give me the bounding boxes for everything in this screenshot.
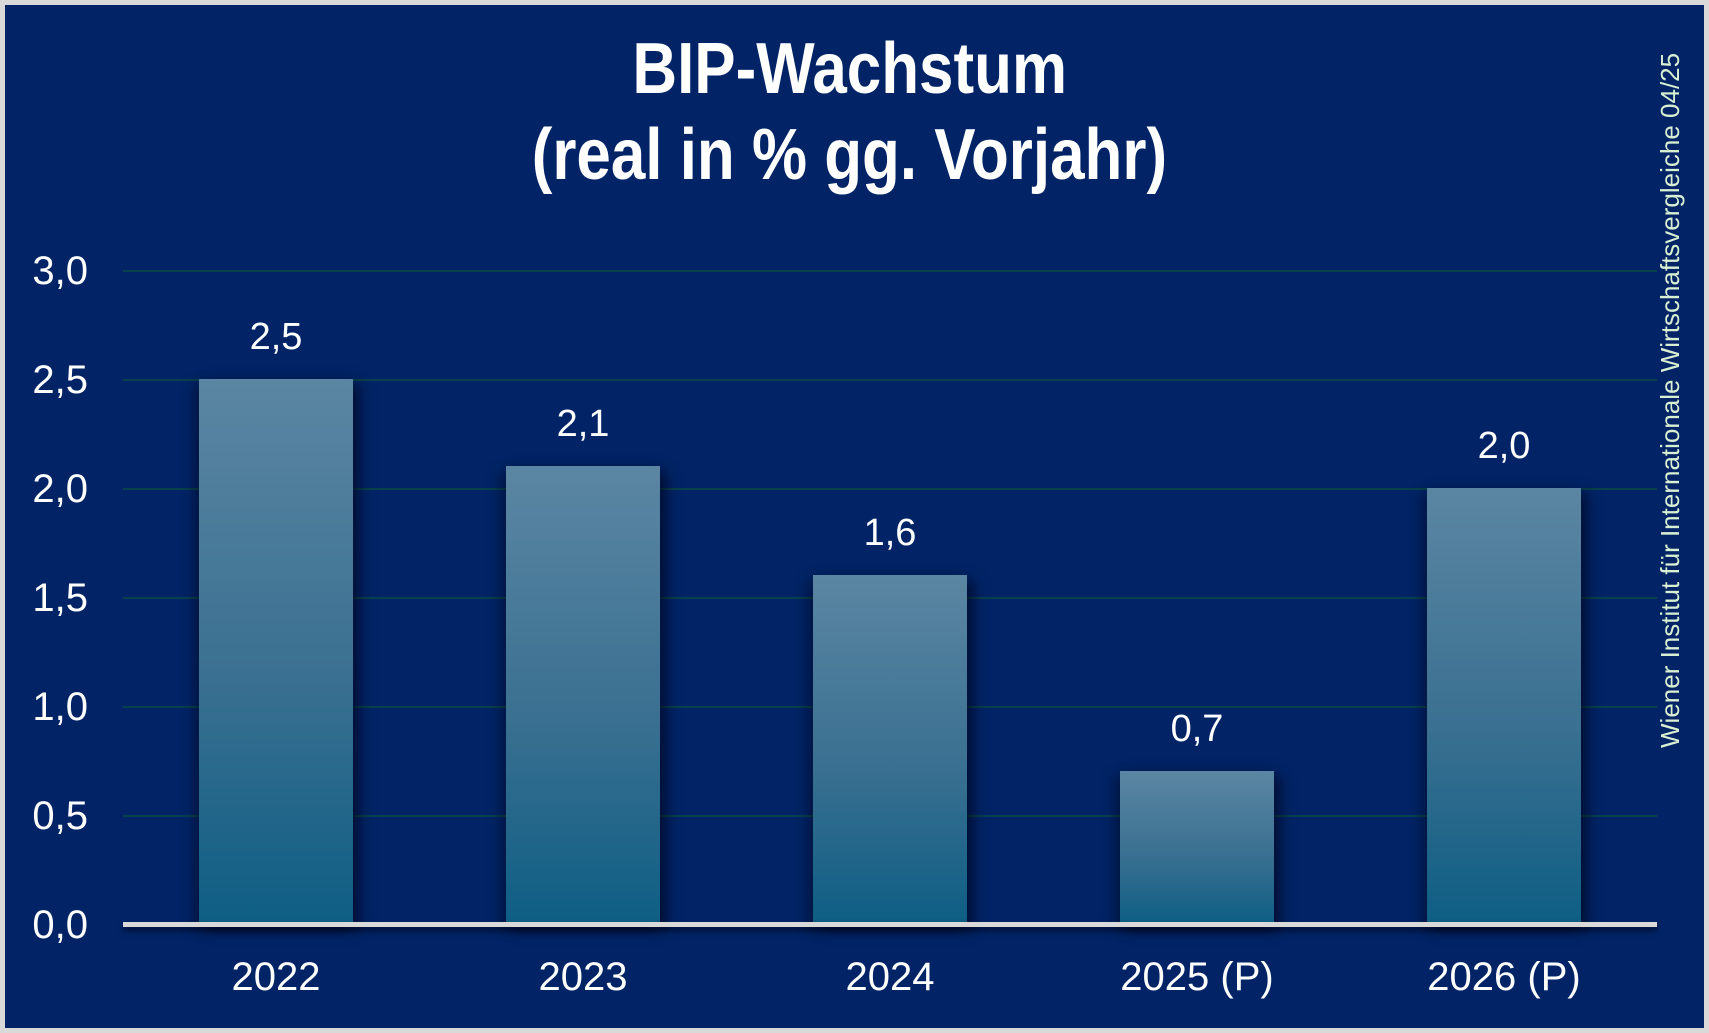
- x-axis-tick-label: 2024: [845, 955, 935, 999]
- y-axis-tick-label: 0,5: [32, 794, 88, 838]
- chart-title-line2: (real in % gg. Vorjahr): [531, 115, 1168, 195]
- bar-2025-P: [1120, 771, 1274, 924]
- gridline: [123, 488, 1657, 490]
- bar-2026-P: [1427, 488, 1581, 924]
- bar-2023: [506, 466, 660, 924]
- y-axis-tick-label: 1,5: [32, 576, 88, 620]
- x-axis-tick-label: 2025 (P): [1120, 955, 1274, 999]
- y-axis-tick-label: 2,5: [32, 358, 88, 402]
- gridline: [123, 379, 1657, 381]
- bar-value-label: 0,7: [1170, 708, 1224, 751]
- y-axis-tick-label: 3,0: [32, 249, 88, 293]
- y-axis-tick-label: 0,0: [32, 903, 88, 947]
- y-axis-tick-label: 1,0: [32, 685, 88, 729]
- y-axis-tick-label: 2,0: [32, 467, 88, 511]
- bar-value-label: 1,6: [863, 512, 917, 555]
- x-axis-tick-label: 2023: [538, 955, 628, 999]
- x-axis-tick-label: 2026 (P): [1427, 955, 1581, 999]
- bar-2022: [199, 379, 353, 924]
- chart-title: BIP-Wachstum (real in % gg. Vorjahr): [0, 26, 1699, 198]
- x-axis-tick-label: 2022: [231, 955, 321, 999]
- gridline: [123, 270, 1657, 272]
- x-axis-line: [123, 922, 1657, 927]
- bar-value-label: 2,0: [1477, 425, 1531, 467]
- source-note: Wiener Institut für Internationale Wirts…: [1655, 52, 1685, 748]
- bar-value-label: 2,5: [249, 316, 303, 358]
- bar-2024: [813, 575, 967, 924]
- chart-title-line1: BIP-Wachstum: [632, 29, 1067, 109]
- bar-value-label: 2,1: [556, 403, 610, 446]
